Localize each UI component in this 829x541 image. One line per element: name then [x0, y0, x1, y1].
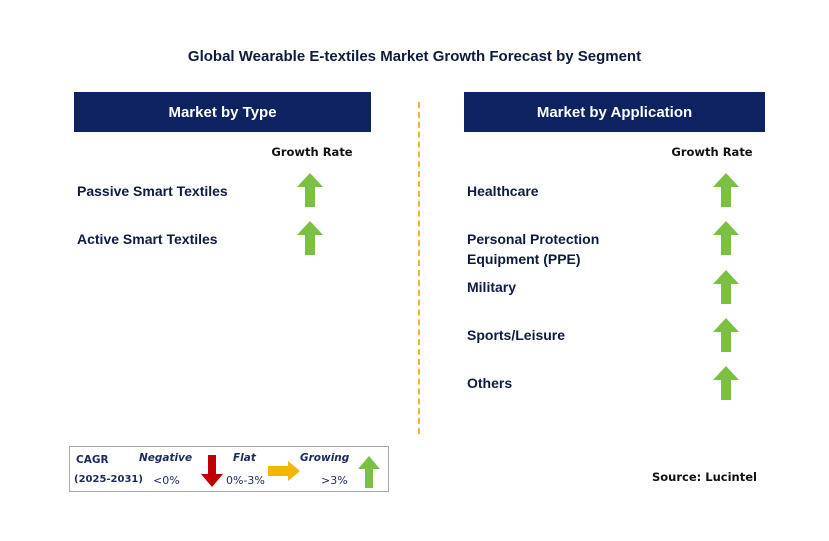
arrow-up-icon	[713, 318, 739, 352]
page-title: Global Wearable E-textiles Market Growth…	[187, 48, 642, 65]
market-by-type-header: Market by Type	[74, 92, 371, 132]
legend-negative-value: <0%	[153, 474, 180, 487]
application-sports-leisure-label: Sports/Leisure	[467, 327, 566, 343]
application-healthcare-label: Healthcare	[467, 183, 539, 199]
application-ppe-label: Personal Protection Equipment (PPE)	[467, 229, 599, 269]
cagr-legend	[69, 446, 389, 492]
arrow-right-icon	[268, 461, 300, 481]
market-by-application-header: Market by Application	[464, 92, 765, 132]
arrow-up-icon	[713, 221, 739, 255]
arrow-down-icon	[201, 455, 223, 487]
legend-flat-label: Flat	[233, 452, 256, 464]
application-ppe-label-line2: Equipment (PPE)	[467, 251, 581, 267]
legend-cagr-label: CAGR	[76, 454, 109, 466]
legend-flat-value: 0%-3%	[226, 474, 265, 487]
application-military-label: Military	[467, 279, 517, 295]
right-growth-rate-label: Growth Rate	[671, 145, 753, 159]
application-others-label: Others	[467, 375, 513, 391]
arrow-up-icon	[297, 221, 323, 255]
legend-growing-value: >3%	[321, 474, 348, 487]
left-growth-rate-label: Growth Rate	[271, 145, 353, 159]
type-active-smart-textiles-label: Active Smart Textiles	[77, 231, 218, 247]
application-ppe-label-line1: Personal Protection	[467, 231, 600, 247]
arrow-up-icon	[358, 456, 380, 488]
source-label: Source: Lucintel	[652, 470, 757, 484]
legend-growing-label: Growing	[300, 452, 350, 464]
arrow-up-icon	[713, 366, 739, 400]
arrow-up-icon	[713, 270, 739, 304]
panel-divider	[418, 102, 420, 434]
legend-period: (2025-2031)	[74, 474, 143, 485]
arrow-up-icon	[713, 173, 739, 207]
arrow-up-icon	[297, 173, 323, 207]
legend-negative-label: Negative	[139, 452, 193, 464]
type-passive-smart-textiles-label: Passive Smart Textiles	[77, 183, 228, 199]
